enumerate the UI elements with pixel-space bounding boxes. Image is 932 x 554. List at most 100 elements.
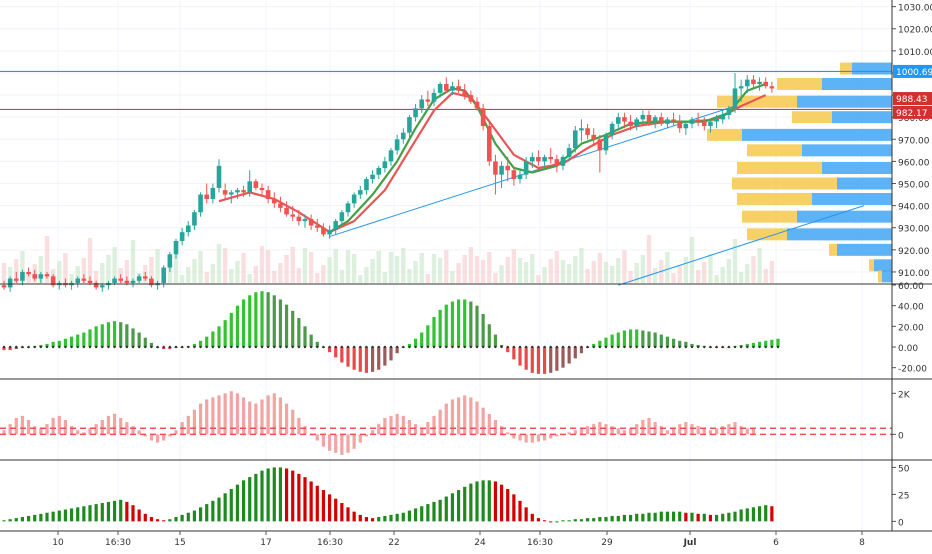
oscillator-3-bar[interactable] bbox=[628, 514, 633, 522]
oscillator-1-bar[interactable] bbox=[137, 332, 141, 347]
candle-body[interactable] bbox=[646, 114, 652, 122]
oscillator-1-bar[interactable] bbox=[235, 305, 240, 347]
candle-body[interactable] bbox=[585, 128, 590, 135]
candle-body[interactable] bbox=[228, 192, 234, 195]
oscillator-3-bar[interactable] bbox=[555, 521, 559, 523]
oscillator-2-bar[interactable] bbox=[137, 430, 141, 435]
oscillator-2-bar[interactable] bbox=[297, 417, 301, 435]
oscillator-3-bar[interactable] bbox=[63, 509, 68, 522]
candle-body[interactable] bbox=[314, 225, 320, 228]
candle-body[interactable] bbox=[413, 108, 418, 118]
oscillator-3-bar[interactable] bbox=[303, 477, 307, 522]
oscillator-2-bar[interactable] bbox=[8, 424, 12, 435]
oscillator-1-bar[interactable] bbox=[241, 299, 246, 347]
oscillator-1-bar[interactable] bbox=[561, 347, 565, 368]
oscillator-3-bar[interactable] bbox=[180, 514, 184, 522]
oscillator-3-bar[interactable] bbox=[721, 513, 725, 522]
oscillator-3-bar[interactable] bbox=[733, 511, 737, 522]
oscillator-2-bar[interactable] bbox=[205, 399, 209, 435]
oscillator-3-bar[interactable] bbox=[413, 508, 418, 522]
candle-body[interactable] bbox=[290, 214, 296, 217]
candle-body[interactable] bbox=[738, 86, 744, 89]
candle-body[interactable] bbox=[431, 92, 437, 102]
oscillator-1-bar[interactable] bbox=[573, 347, 577, 359]
oscillator-1-bar[interactable] bbox=[444, 304, 448, 347]
candle-body[interactable] bbox=[81, 278, 87, 281]
oscillator-2-bar[interactable] bbox=[358, 434, 362, 443]
candle-body[interactable] bbox=[253, 181, 259, 188]
oscillator-2-bar[interactable] bbox=[364, 434, 369, 437]
oscillator-3-bar[interactable] bbox=[20, 517, 25, 522]
candle-body[interactable] bbox=[124, 280, 130, 283]
candle-body[interactable] bbox=[450, 86, 455, 91]
oscillator-2-bar[interactable] bbox=[499, 426, 504, 435]
oscillator-3-bar[interactable] bbox=[186, 512, 190, 522]
candle-body[interactable] bbox=[210, 187, 216, 199]
oscillator-3-bar[interactable] bbox=[309, 481, 313, 522]
oscillator-3-bar[interactable] bbox=[585, 518, 590, 522]
oscillator-2-bar[interactable] bbox=[555, 434, 559, 437]
oscillator-1-bar[interactable] bbox=[610, 334, 614, 347]
oscillator-3-bar[interactable] bbox=[327, 494, 332, 522]
oscillator-3-bar[interactable] bbox=[401, 512, 405, 522]
candle-body[interactable] bbox=[149, 278, 154, 286]
oscillator-3-bar[interactable] bbox=[499, 484, 504, 522]
candle-body[interactable] bbox=[13, 278, 19, 281]
oscillator-1-bar[interactable] bbox=[149, 342, 154, 347]
candle-body[interactable] bbox=[296, 216, 302, 222]
oscillator-2-bar[interactable] bbox=[518, 434, 522, 441]
oscillator-1-bar[interactable] bbox=[291, 310, 295, 347]
candle-body[interactable] bbox=[216, 165, 222, 188]
oscillator-2-bar[interactable] bbox=[579, 428, 584, 435]
candle-body[interactable] bbox=[247, 181, 253, 193]
candle-body[interactable] bbox=[118, 278, 124, 281]
oscillator-3-bar[interactable] bbox=[475, 481, 479, 522]
oscillator-3-bar[interactable] bbox=[463, 486, 467, 522]
oscillator-2-bar[interactable] bbox=[739, 426, 743, 435]
oscillator-3-bar[interactable] bbox=[14, 518, 18, 522]
oscillator-3-bar[interactable] bbox=[272, 467, 276, 522]
oscillator-3-bar[interactable] bbox=[155, 519, 160, 522]
oscillator-1-bar[interactable] bbox=[315, 341, 319, 347]
oscillator-2-bar[interactable] bbox=[131, 426, 135, 435]
candle-body[interactable] bbox=[400, 132, 406, 140]
candle-body[interactable] bbox=[351, 194, 357, 204]
oscillator-3-bar[interactable] bbox=[137, 509, 141, 522]
oscillator-3-bar[interactable] bbox=[278, 467, 283, 522]
oscillator-3-bar[interactable] bbox=[76, 507, 80, 522]
oscillator-2-bar[interactable] bbox=[162, 434, 166, 441]
oscillator-1-bar[interactable] bbox=[463, 299, 467, 347]
oscillator-2-bar[interactable] bbox=[671, 428, 676, 435]
oscillator-2-bar[interactable] bbox=[69, 426, 74, 435]
oscillator-3-bar[interactable] bbox=[340, 503, 344, 522]
candle-body[interactable] bbox=[235, 190, 240, 193]
candle-body[interactable] bbox=[75, 278, 81, 283]
oscillator-2-bar[interactable] bbox=[727, 424, 731, 435]
oscillator-3-bar[interactable] bbox=[426, 504, 430, 522]
oscillator-1-bar[interactable] bbox=[100, 324, 104, 347]
oscillator-3-bar[interactable] bbox=[45, 512, 49, 522]
oscillator-1-bar[interactable] bbox=[536, 347, 541, 374]
candle-body[interactable] bbox=[388, 150, 394, 162]
oscillator-1-bar[interactable] bbox=[358, 347, 362, 372]
candle-body[interactable] bbox=[757, 81, 762, 85]
oscillator-3-bar[interactable] bbox=[770, 506, 774, 522]
oscillator-2-bar[interactable] bbox=[168, 434, 172, 437]
candle-body[interactable] bbox=[462, 90, 468, 96]
oscillator-1-bar[interactable] bbox=[555, 347, 559, 371]
oscillator-3-bar[interactable] bbox=[432, 501, 436, 522]
candle-body[interactable] bbox=[560, 156, 566, 166]
oscillator-3-bar[interactable] bbox=[561, 520, 565, 522]
oscillator-3-bar[interactable] bbox=[659, 511, 663, 522]
oscillator-2-bar[interactable] bbox=[266, 395, 270, 435]
candle-body[interactable] bbox=[241, 190, 246, 193]
oscillator-3-bar[interactable] bbox=[364, 517, 369, 522]
candle-body[interactable] bbox=[652, 117, 658, 122]
oscillator-3-bar[interactable] bbox=[598, 517, 602, 522]
oscillator-2-bar[interactable] bbox=[690, 424, 694, 435]
oscillator-3-bar[interactable] bbox=[370, 518, 375, 522]
candle-body[interactable] bbox=[579, 128, 584, 131]
candle-body[interactable] bbox=[112, 278, 117, 283]
candle-body[interactable] bbox=[628, 121, 633, 127]
candle-body[interactable] bbox=[345, 203, 351, 213]
